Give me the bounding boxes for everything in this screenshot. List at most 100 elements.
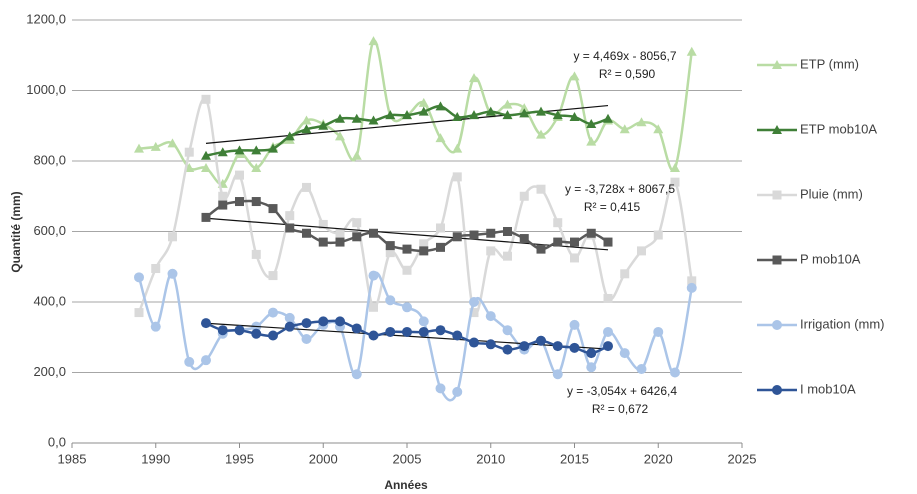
marker (586, 228, 596, 238)
marker (318, 237, 328, 247)
marker (570, 237, 579, 247)
series (134, 94, 697, 318)
marker (251, 145, 262, 155)
marker (536, 106, 546, 116)
marker (251, 328, 262, 339)
marker (586, 362, 597, 373)
marker (302, 182, 311, 192)
marker (552, 341, 563, 352)
marker (469, 308, 479, 318)
trend-equation: y = -3,728x + 8067,5 (565, 182, 675, 196)
x-tick-label: 2010 (476, 451, 505, 466)
x-tick-label: 1995 (225, 451, 254, 466)
marker (536, 184, 546, 194)
marker (435, 383, 446, 394)
marker (150, 321, 161, 332)
y-tick-label: 200,0 (33, 364, 66, 379)
y-tick-label: 1000,0 (26, 82, 66, 97)
marker (151, 264, 161, 274)
marker (351, 150, 362, 160)
legend-entry: I mob10A (757, 381, 856, 396)
marker (335, 237, 345, 247)
marker (419, 246, 429, 256)
marker (603, 293, 613, 303)
marker (201, 94, 211, 104)
marker (653, 326, 664, 337)
marker (603, 113, 613, 123)
x-tick-label: 1990 (141, 451, 170, 466)
marker (402, 326, 412, 337)
trendline (205, 217, 609, 251)
marker (503, 227, 512, 236)
legend-entry: Irrigation (mm) (757, 316, 885, 331)
x-tick-label: 1985 (58, 451, 87, 466)
legend-label: ETP (mm) (800, 56, 859, 71)
marker (569, 111, 580, 121)
marker (201, 318, 211, 329)
marker (268, 143, 278, 153)
series (201, 101, 613, 160)
marker (670, 367, 680, 378)
trend-r2: R² = 0,590 (599, 67, 656, 81)
marker (687, 276, 697, 286)
legend-label: Pluie (mm) (800, 186, 863, 201)
marker (368, 330, 379, 341)
marker (536, 244, 546, 254)
marker (201, 355, 211, 366)
marker (351, 323, 362, 334)
marker (619, 124, 630, 134)
marker (469, 73, 479, 83)
marker (603, 341, 613, 352)
marker (519, 234, 529, 244)
marker (772, 125, 782, 134)
x-tick-label: 2015 (560, 451, 589, 466)
marker (385, 248, 395, 258)
marker (452, 232, 462, 242)
marker (217, 147, 228, 157)
marker (569, 71, 580, 81)
y-tick-label: 0,0 (48, 434, 66, 449)
marker (536, 335, 546, 346)
marker (772, 190, 782, 200)
marker (368, 270, 379, 281)
marker (385, 241, 395, 251)
marker (201, 163, 211, 173)
marker (368, 36, 379, 46)
marker (268, 330, 278, 341)
legend-entry: ETP mob10A (757, 121, 877, 136)
marker (150, 141, 161, 151)
legend-label: P mob10A (800, 251, 861, 266)
marker (218, 191, 228, 201)
legend-entry: Pluie (mm) (757, 186, 863, 201)
marker (603, 237, 613, 247)
marker (284, 321, 295, 332)
marker (418, 326, 429, 337)
marker (772, 60, 782, 69)
marker (284, 131, 295, 141)
marker (553, 237, 563, 247)
x-tick-label: 2005 (393, 451, 422, 466)
marker (772, 255, 782, 265)
marker (402, 265, 412, 275)
marker (586, 348, 597, 359)
marker (670, 163, 680, 173)
trend-equation: y = -3,054x + 6426,4 (567, 384, 677, 398)
marker (351, 369, 362, 380)
marker (772, 320, 782, 330)
marker (301, 124, 312, 134)
marker (235, 170, 244, 180)
marker (385, 295, 396, 306)
marker (335, 113, 345, 123)
marker (569, 342, 580, 353)
marker (301, 318, 312, 329)
marker (670, 177, 680, 187)
marker (201, 150, 211, 160)
marker (301, 115, 312, 125)
marker (302, 228, 311, 238)
marker (134, 308, 144, 318)
marker (686, 46, 697, 56)
x-tick-label: 2020 (644, 451, 673, 466)
marker (603, 326, 613, 337)
marker (570, 253, 579, 263)
